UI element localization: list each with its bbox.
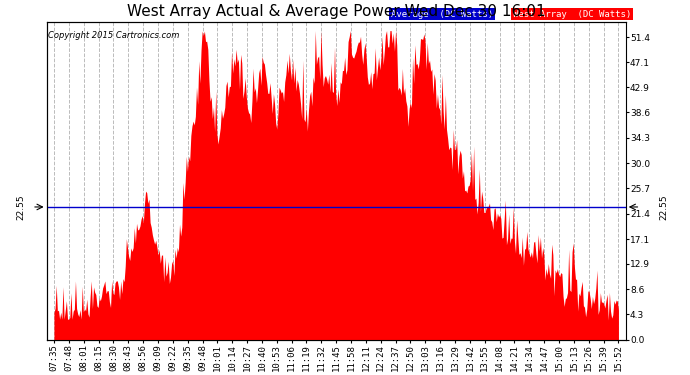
Text: 22.55: 22.55 <box>659 194 668 220</box>
Text: Copyright 2015 Cartronics.com: Copyright 2015 Cartronics.com <box>48 31 179 40</box>
Text: West Array  (DC Watts): West Array (DC Watts) <box>513 9 631 18</box>
Text: Average  (DC Watts): Average (DC Watts) <box>391 9 493 18</box>
Text: 22.55: 22.55 <box>16 194 25 220</box>
Title: West Array Actual & Average Power Wed Dec 30 16:01: West Array Actual & Average Power Wed De… <box>127 4 546 19</box>
